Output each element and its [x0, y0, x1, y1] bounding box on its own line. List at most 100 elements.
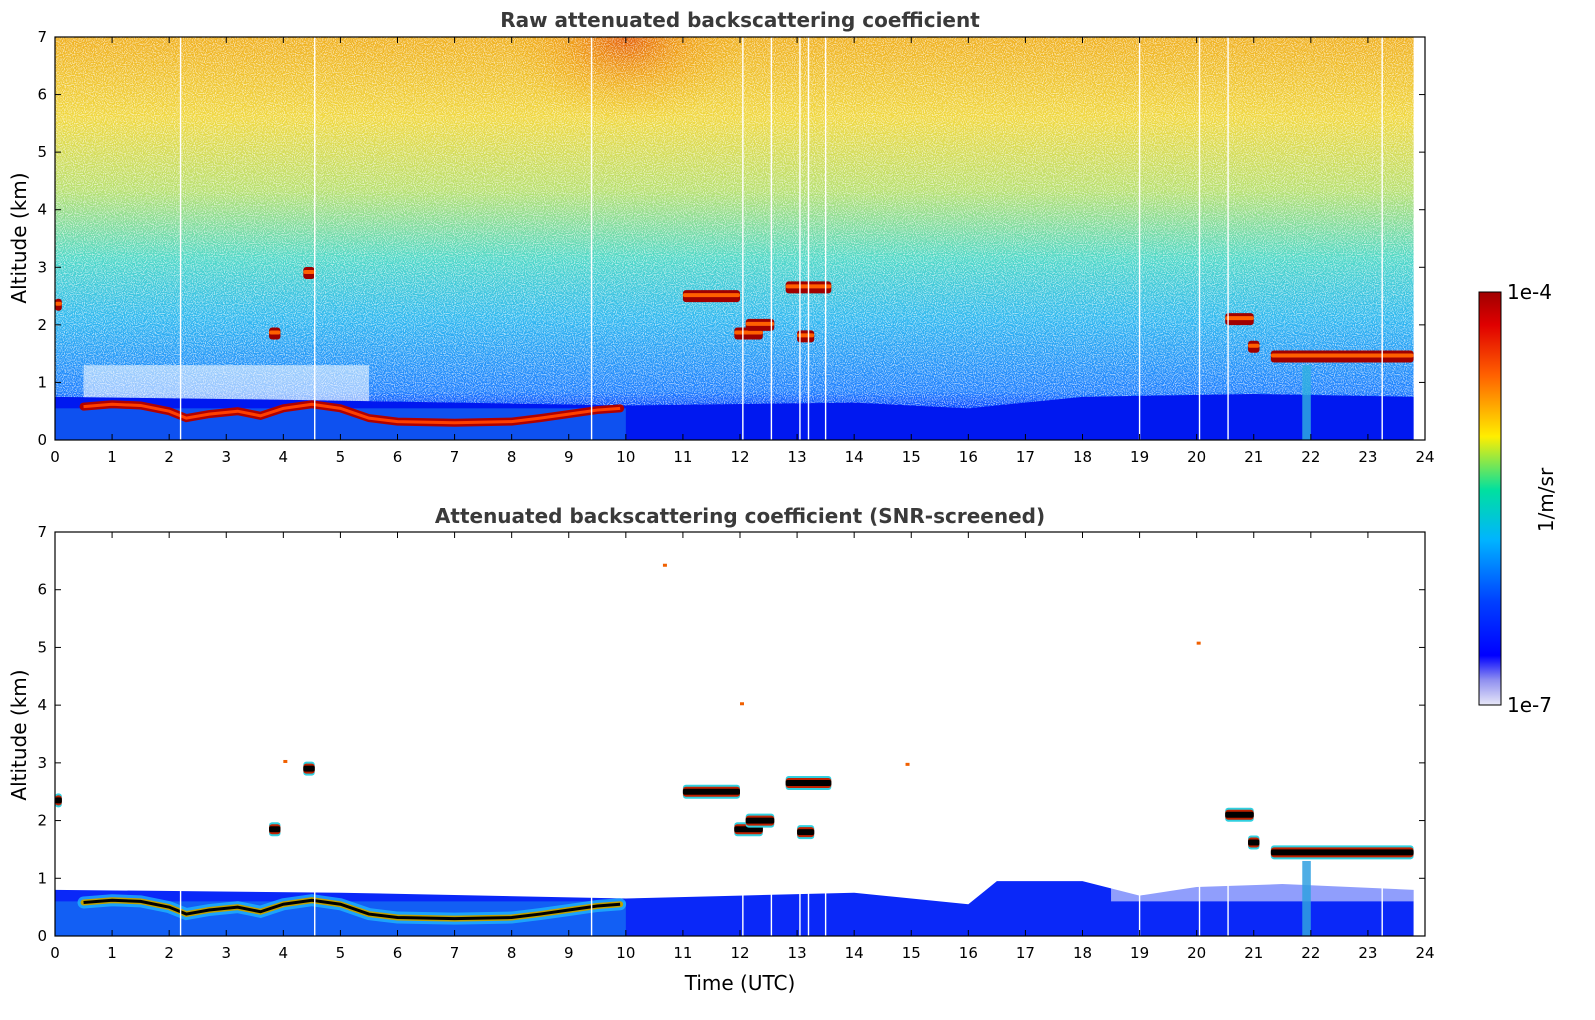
- x-tick-label: 19: [1130, 944, 1149, 962]
- x-tick-label: 13: [788, 448, 807, 466]
- screened-cloud-layer: [745, 817, 775, 824]
- x-tick-label: 15: [902, 944, 921, 962]
- bottom-plot-frame: [54, 531, 1426, 937]
- top-plot-area: [55, 37, 1414, 440]
- screened-cloud-layer: [1270, 849, 1414, 856]
- x-tick-label: 19: [1130, 448, 1149, 466]
- x-tick-label: 4: [279, 944, 289, 962]
- screened-boundary-layer-top: [83, 898, 621, 921]
- top-y-axis: 0 1 2 3 4 5 6 7: [37, 28, 1425, 449]
- x-tick-label: 23: [1358, 448, 1377, 466]
- y-tick-label: 5: [37, 143, 47, 161]
- x-tick-label: 9: [564, 944, 574, 962]
- y-tick-label: 0: [37, 927, 47, 945]
- low-signal-zone: [83, 365, 369, 403]
- screened-speck: [662, 563, 667, 567]
- x-tick-label: 18: [1073, 944, 1092, 962]
- screened-cloud-layer: [269, 826, 281, 833]
- x-tick-label: 24: [1415, 944, 1434, 962]
- cloud-layer-edge: [55, 301, 62, 306]
- screened-speck: [283, 759, 288, 763]
- x-tick-label: 16: [959, 448, 978, 466]
- screened-cloud-layer: [55, 797, 62, 804]
- x-tick-label: 2: [164, 448, 174, 466]
- x-tick-label: 1: [107, 448, 117, 466]
- x-tick-label: 17: [1016, 448, 1035, 466]
- y-tick-label: 2: [37, 812, 47, 830]
- screened-cloud-layer: [734, 826, 763, 833]
- cloud-layer-edge: [1248, 343, 1260, 348]
- bottom-y-axis: 0 1 2 3 4 5 6 7: [37, 523, 1425, 945]
- x-tick-label: 7: [450, 448, 460, 466]
- x-tick-label: 23: [1358, 944, 1377, 962]
- x-tick-label: 1: [107, 944, 117, 962]
- cloud-layer-edge: [797, 333, 815, 338]
- y-tick-label: 3: [37, 754, 47, 772]
- boundary-layer-top-core: [83, 402, 621, 425]
- top-y-axis-label: Altitude (km): [7, 172, 31, 303]
- bottom-x-axis: 0 1 2 3 4 5 6 7 8 9 10 11 12 13 14 15 16 17 18 19 20 21 22 23 24: [50, 532, 1435, 962]
- cloud-layer-edge: [1225, 316, 1254, 321]
- y-tick-label: 7: [37, 28, 47, 46]
- y-tick-label: 7: [37, 523, 47, 541]
- colorbar-unit-label: 1/m/sr: [1534, 467, 1558, 532]
- y-tick-label: 3: [37, 258, 47, 276]
- cloud-layer-edge: [269, 330, 281, 335]
- x-tick-label: 20: [1187, 448, 1206, 466]
- screened-cloud-layer: [1248, 839, 1260, 846]
- x-tick-label: 17: [1016, 944, 1035, 962]
- x-tick-label: 13: [788, 944, 807, 962]
- x-tick-label: 21: [1244, 448, 1263, 466]
- x-tick-label: 5: [336, 944, 346, 962]
- colorbar: [1478, 291, 1502, 706]
- x-tick-label: 21: [1244, 944, 1263, 962]
- x-tick-label: 9: [564, 448, 574, 466]
- x-tick-label: 2: [164, 944, 174, 962]
- top-chart-title: Raw attenuated backscattering coefficien…: [500, 8, 980, 32]
- x-tick-label: 10: [616, 944, 635, 962]
- precip-streak: [1302, 365, 1311, 440]
- colorbar-min-label: 1e-7: [1507, 693, 1552, 717]
- x-tick-label: 6: [393, 944, 403, 962]
- y-tick-label: 4: [37, 696, 47, 714]
- x-tick-label: 4: [279, 448, 289, 466]
- screened-speck: [740, 702, 744, 706]
- cloud-layer-edge: [682, 293, 740, 298]
- screened-cloud-layer: [785, 780, 832, 787]
- x-tick-label: 6: [393, 448, 403, 466]
- y-tick-label: 1: [37, 373, 47, 391]
- x-tick-label: 22: [1301, 448, 1320, 466]
- x-tick-label: 24: [1415, 448, 1434, 466]
- cloud-layer-edge: [734, 330, 763, 335]
- x-tick-label: 0: [50, 944, 60, 962]
- x-tick-label: 12: [730, 448, 749, 466]
- x-tick-label: 16: [959, 944, 978, 962]
- cloud-layer-edge: [1270, 353, 1414, 358]
- y-tick-label: 1: [37, 869, 47, 887]
- cloud-layer-edge: [745, 321, 775, 326]
- bottom-plot-area: [55, 563, 1414, 936]
- screened-precip-streak: [1302, 860, 1311, 936]
- screened-cloud-layer: [1225, 811, 1254, 818]
- y-tick-label: 6: [37, 86, 47, 104]
- y-tick-label: 2: [37, 316, 47, 334]
- x-tick-label: 11: [673, 944, 692, 962]
- x-tick-label: 7: [450, 944, 460, 962]
- cloud-layer-edge: [303, 270, 315, 275]
- bottom-x-axis-label: Time (UTC): [684, 971, 796, 995]
- y-tick-label: 0: [37, 431, 47, 449]
- x-tick-label: 11: [673, 448, 692, 466]
- x-tick-label: 20: [1187, 944, 1206, 962]
- x-tick-label: 15: [902, 448, 921, 466]
- x-tick-label: 5: [336, 448, 346, 466]
- screened-speck: [905, 762, 910, 766]
- x-tick-label: 14: [845, 944, 864, 962]
- screened-cloud-layer: [682, 788, 740, 795]
- x-tick-label: 12: [730, 944, 749, 962]
- x-tick-label: 3: [221, 448, 231, 466]
- bottom-chart-title: Attenuated backscattering coefficient (S…: [435, 504, 1045, 528]
- x-tick-label: 8: [507, 448, 517, 466]
- y-tick-label: 5: [37, 638, 47, 656]
- screened-speck: [1196, 641, 1201, 645]
